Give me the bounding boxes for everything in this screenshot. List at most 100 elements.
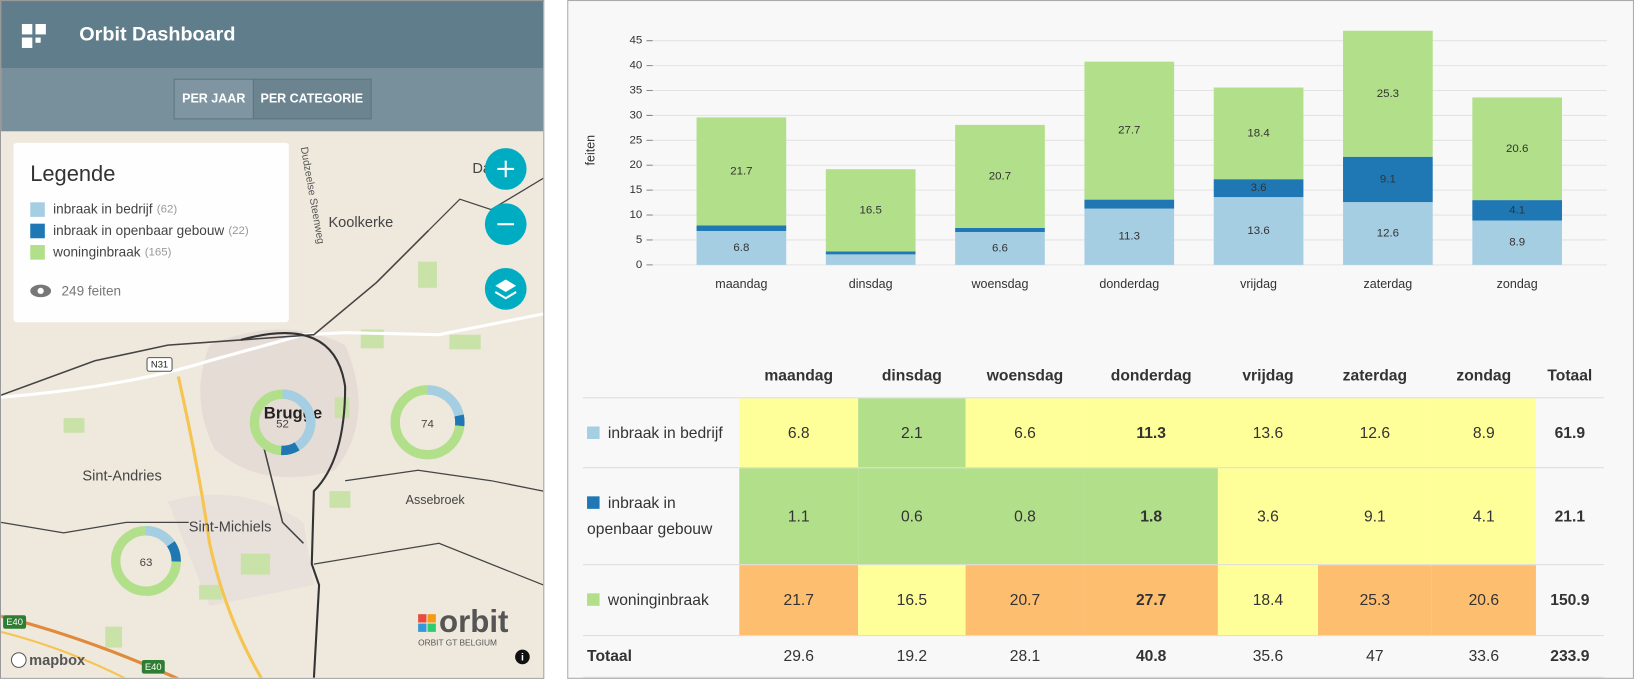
- legend-label: inbraak in openbaar gebouw (22): [53, 223, 249, 238]
- data-label: 6.8: [733, 242, 749, 254]
- row-label: inbraak in openbaar gebouw: [587, 494, 713, 539]
- total-row: Totaal 29.6 19.2 28.1 40.8 35.6 47 33.6 233.9: [582, 635, 1604, 678]
- logo-subtitle: ORBIT GT BELGIUM: [418, 638, 497, 648]
- road-label: E40: [145, 662, 162, 672]
- y-tick-label: 30: [630, 109, 643, 121]
- cell: 6.8: [739, 397, 859, 469]
- bar-segment: [1213, 87, 1304, 180]
- y-tick-label: 45: [630, 35, 643, 47]
- data-label: 4.1: [1509, 204, 1525, 216]
- tab-label[interactable]: PER JAAR: [182, 91, 245, 105]
- cluster[interactable]: [390, 385, 465, 460]
- zoom-out-button[interactable]: [484, 203, 527, 246]
- cell: 3.6: [1217, 467, 1319, 566]
- cell: 27.7: [1084, 564, 1218, 637]
- swatch: [587, 593, 600, 606]
- logo: orbit: [439, 604, 509, 639]
- cell: 11.3: [1084, 397, 1218, 469]
- cell: 0.6: [858, 467, 966, 566]
- x-tick-label: dinsdag: [849, 277, 893, 291]
- cell: 0.8: [965, 467, 1085, 566]
- row-total: 21.1: [1535, 467, 1604, 566]
- corner-cell: [582, 353, 740, 399]
- cell: 12.6: [1318, 397, 1432, 469]
- legend-label: woninginbraak (165): [52, 244, 172, 259]
- zoom-in-button[interactable]: [484, 148, 527, 190]
- cell: 1.1: [739, 467, 859, 566]
- column-header: donderdag: [1084, 353, 1218, 399]
- data-label: 12.6: [1377, 228, 1399, 240]
- y-tick-label: 10: [630, 209, 643, 221]
- table-row: woninginbraak 21.7 16.5 20.7 27.7 18.4 25.3 20.…: [582, 564, 1604, 637]
- bar-segment: [955, 227, 1045, 232]
- x-tick-label: donderdag: [1099, 277, 1159, 291]
- x-tick-label: zondag: [1497, 277, 1538, 291]
- place-label: Sint-Michiels: [189, 519, 272, 535]
- legend-swatch: [30, 202, 45, 217]
- table: maandag dinsdag woensdag donderdag vrijdag za…: [582, 353, 1604, 678]
- info-icon[interactable]: i: [521, 653, 524, 664]
- swatch: [587, 425, 600, 439]
- total-label: 249 feiten: [62, 284, 122, 299]
- legend-label: inbraak in bedrijf (62): [53, 201, 177, 216]
- cluster-label[interactable]: 63: [140, 557, 153, 569]
- legend-count: (62): [157, 204, 178, 216]
- bar-segment: [1213, 197, 1304, 265]
- tab[interactable]: [252, 78, 372, 120]
- data-label: 21.7: [730, 165, 752, 177]
- legend-name: woninginbraak: [52, 244, 141, 259]
- cell: 20.7: [965, 564, 1085, 637]
- legend-title: Legende: [30, 161, 115, 186]
- attribution[interactable]: mapbox: [29, 653, 85, 669]
- column-header: Totaal: [1535, 353, 1604, 399]
- grand-total: 233.9: [1535, 635, 1604, 678]
- column-header: woensdag: [965, 353, 1085, 399]
- bar-segment: [1084, 208, 1175, 265]
- tab-label[interactable]: PER CATEGORIE: [260, 91, 363, 105]
- map-panel: Orbit Dashboard PER JAAR PER CATEGORIE D…: [0, 0, 545, 679]
- cluster-label[interactable]: 74: [421, 418, 434, 430]
- cell: 18.4: [1217, 564, 1319, 637]
- info-button[interactable]: [515, 649, 530, 665]
- data-label: 3.6: [1251, 182, 1267, 194]
- data-label: 27.7: [1118, 125, 1140, 137]
- column-total: 35.6: [1217, 635, 1319, 678]
- layers-button[interactable]: [484, 267, 527, 310]
- bar-segment: [696, 225, 787, 231]
- bar-segment: [1472, 220, 1563, 265]
- bar-segment: [825, 251, 916, 255]
- data-label: 16.5: [860, 204, 882, 216]
- bar-segment: [1472, 200, 1563, 221]
- column-total: 47: [1318, 635, 1432, 678]
- header: [1, 1, 544, 69]
- legend-box: [13, 142, 289, 323]
- map-view: Orbit Dashboard PER JAAR PER CATEGORIE D…: [1, 1, 544, 678]
- data-label: 6.6: [992, 242, 1008, 254]
- row-header: inbraak in bedrijf: [582, 397, 740, 469]
- app-title: Orbit Dashboard: [79, 24, 235, 46]
- y-tick-label: 20: [630, 159, 643, 171]
- cell: 6.6: [965, 397, 1085, 469]
- bar-segment: [825, 254, 916, 265]
- tab[interactable]: [173, 78, 254, 120]
- data-label: 20.6: [1506, 143, 1528, 155]
- cell: 8.9: [1431, 397, 1536, 469]
- column-header: vrijdag: [1217, 353, 1319, 399]
- x-tick-label: zaterdag: [1364, 277, 1413, 291]
- cell: 9.1: [1318, 467, 1432, 566]
- bar-segment: [1343, 202, 1433, 265]
- cell: 1.8: [1084, 467, 1218, 566]
- column-total: 28.1: [965, 635, 1085, 678]
- y-tick-label: 35: [630, 85, 643, 97]
- road-shield: [3, 615, 27, 629]
- cluster[interactable]: [249, 389, 316, 456]
- cluster-label[interactable]: 52: [276, 418, 289, 430]
- column-header: dinsdag: [858, 353, 966, 399]
- x-tick-label: vrijdag: [1240, 277, 1277, 291]
- bar-segment: [825, 169, 916, 252]
- bar-segment: [696, 117, 787, 226]
- cluster[interactable]: [111, 526, 181, 596]
- cell: 21.7: [739, 564, 859, 637]
- road-shield: [146, 357, 173, 372]
- legend-swatch: [30, 245, 45, 260]
